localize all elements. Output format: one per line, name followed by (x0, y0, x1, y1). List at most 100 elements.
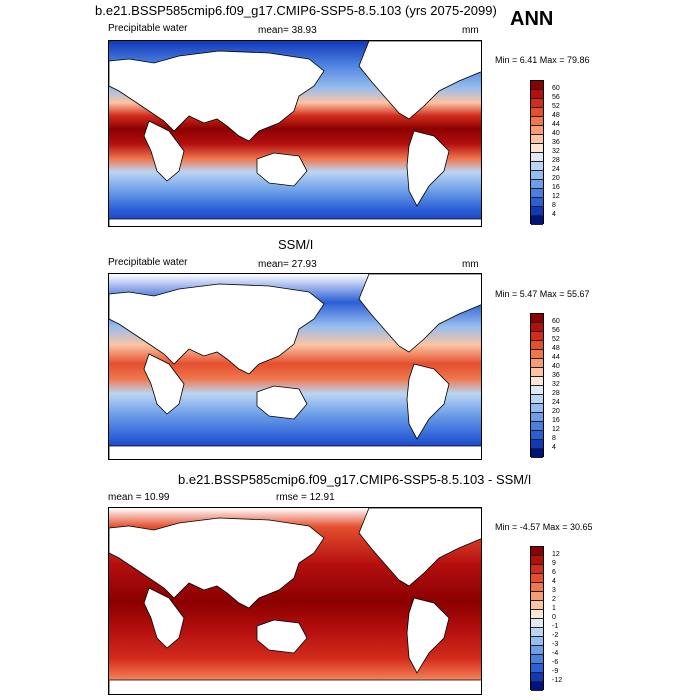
colorbar-segment (531, 565, 543, 574)
colorbar-segment (531, 413, 543, 422)
panel2-colorbar-box (530, 313, 544, 458)
colorbar-tick-label: 12 (552, 193, 560, 200)
colorbar-segment (531, 655, 543, 664)
colorbar-segment (531, 377, 543, 386)
panel3-minmax: Min = -4.57 Max = 30.65 (495, 522, 593, 532)
panel3-map (108, 507, 482, 695)
colorbar-tick-label: 32 (552, 148, 560, 155)
colorbar-segment (531, 108, 543, 117)
colorbar-tick-label: 8 (552, 435, 556, 442)
panel1-variable-label: Precipitable water (108, 23, 188, 34)
colorbar-tick-label: 3 (552, 587, 556, 594)
colorbar-segment (531, 314, 543, 323)
colorbar-tick-label: 20 (552, 408, 560, 415)
colorbar-tick-label: 36 (552, 372, 560, 379)
colorbar-segment (531, 601, 543, 610)
season-label: ANN (510, 8, 554, 30)
colorbar-segment (531, 216, 543, 225)
panel1-units: mm (462, 25, 479, 36)
colorbar-tick-label: 24 (552, 399, 560, 406)
colorbar-tick-label: 0 (552, 614, 556, 621)
colorbar-segment (531, 90, 543, 99)
colorbar-tick-label: -3 (552, 641, 559, 648)
colorbar-segment (531, 350, 543, 359)
colorbar-tick-label: 9 (552, 560, 556, 567)
colorbar-tick-label: 32 (552, 381, 560, 388)
panel1-colorbar-box (530, 80, 544, 225)
colorbar-segment (531, 135, 543, 144)
colorbar-segment (531, 449, 543, 458)
colorbar-tick-label: 24 (552, 166, 560, 173)
panel3-mean: mean = 10.99 (108, 492, 170, 503)
panel2-map-svg (109, 274, 481, 459)
colorbar-tick-label: 1 (552, 605, 556, 612)
panel1-map (108, 40, 482, 227)
panel2-colorbar: 60 56 52 48 44 40 36 32 28 24 20 16 12 8 4 (530, 313, 560, 458)
panel1-title: b.e21.BSSP585cmip6.f09_g17.CMIP6-SSP5-8.… (95, 3, 497, 18)
colorbar-tick-label: 12 (552, 426, 560, 433)
panel3-rmse: rmse = 12.91 (276, 492, 335, 503)
colorbar-segment (531, 547, 543, 556)
panel3-map-svg (109, 508, 481, 694)
colorbar-tick-label: 28 (552, 157, 560, 164)
colorbar-tick-label: 52 (552, 336, 560, 343)
colorbar-tick-label: 52 (552, 103, 560, 110)
panel1-minmax: Min = 6.41 Max = 79.86 (495, 55, 590, 65)
colorbar-tick-label: -12 (552, 677, 563, 684)
colorbar-tick-label: 44 (552, 354, 560, 361)
colorbar-segment (531, 99, 543, 108)
colorbar-segment (531, 610, 543, 619)
colorbar-segment (531, 171, 543, 180)
colorbar-tick-label: 16 (552, 184, 560, 191)
panel2-map (108, 273, 482, 460)
colorbar-tick-label: -6 (552, 659, 559, 666)
colorbar-segment (531, 637, 543, 646)
colorbar-segment (531, 574, 543, 583)
colorbar-segment (531, 592, 543, 601)
panel2-variable-label: Precipitable water (108, 257, 188, 268)
panel2-title: SSM/I (278, 237, 314, 252)
colorbar-segment (531, 117, 543, 126)
colorbar-segment (531, 144, 543, 153)
colorbar-segment (531, 664, 543, 673)
colorbar-tick-label: 4 (552, 444, 556, 451)
colorbar-segment (531, 619, 543, 628)
colorbar-segment (531, 431, 543, 440)
colorbar-segment (531, 556, 543, 565)
colorbar-tick-label: -9 (552, 668, 559, 675)
colorbar-segment (531, 682, 543, 691)
colorbar-segment (531, 323, 543, 332)
colorbar-segment (531, 341, 543, 350)
colorbar-segment (531, 126, 543, 135)
colorbar-tick-label: 60 (552, 85, 560, 92)
colorbar-tick-label: 20 (552, 175, 560, 182)
colorbar-tick-label: 48 (552, 345, 560, 352)
panel1-colorbar: 60 56 52 48 44 40 36 32 28 24 20 16 12 8 4 (530, 80, 560, 225)
colorbar-segment (531, 153, 543, 162)
colorbar-segment (531, 646, 543, 655)
colorbar-tick-label: 6 (552, 569, 556, 576)
colorbar-segment (531, 386, 543, 395)
panel1-map-svg (109, 41, 481, 226)
colorbar-tick-label: -4 (552, 650, 559, 657)
colorbar-segment (531, 198, 543, 207)
panel3-colorbar-box (530, 546, 544, 691)
panel2-minmax: Min = 5.47 Max = 55.67 (495, 289, 590, 299)
colorbar-tick-label: 4 (552, 211, 556, 218)
colorbar-tick-label: 40 (552, 363, 560, 370)
colorbar-tick-label: 2 (552, 596, 556, 603)
colorbar-segment (531, 162, 543, 171)
colorbar-segment (531, 81, 543, 90)
colorbar-tick-label: 40 (552, 130, 560, 137)
colorbar-segment (531, 359, 543, 368)
colorbar-tick-label: 56 (552, 94, 560, 101)
colorbar-tick-label: 56 (552, 327, 560, 334)
colorbar-tick-label: 8 (552, 202, 556, 209)
colorbar-segment (531, 440, 543, 449)
colorbar-segment (531, 583, 543, 592)
colorbar-segment (531, 189, 543, 198)
panel1-mean: mean= 38.93 (258, 25, 317, 36)
panel3-title: b.e21.BSSP585cmip6.f09_g17.CMIP6-SSP5-8.… (178, 472, 532, 487)
colorbar-tick-label: 28 (552, 390, 560, 397)
panel2-mean: mean= 27.93 (258, 259, 317, 270)
